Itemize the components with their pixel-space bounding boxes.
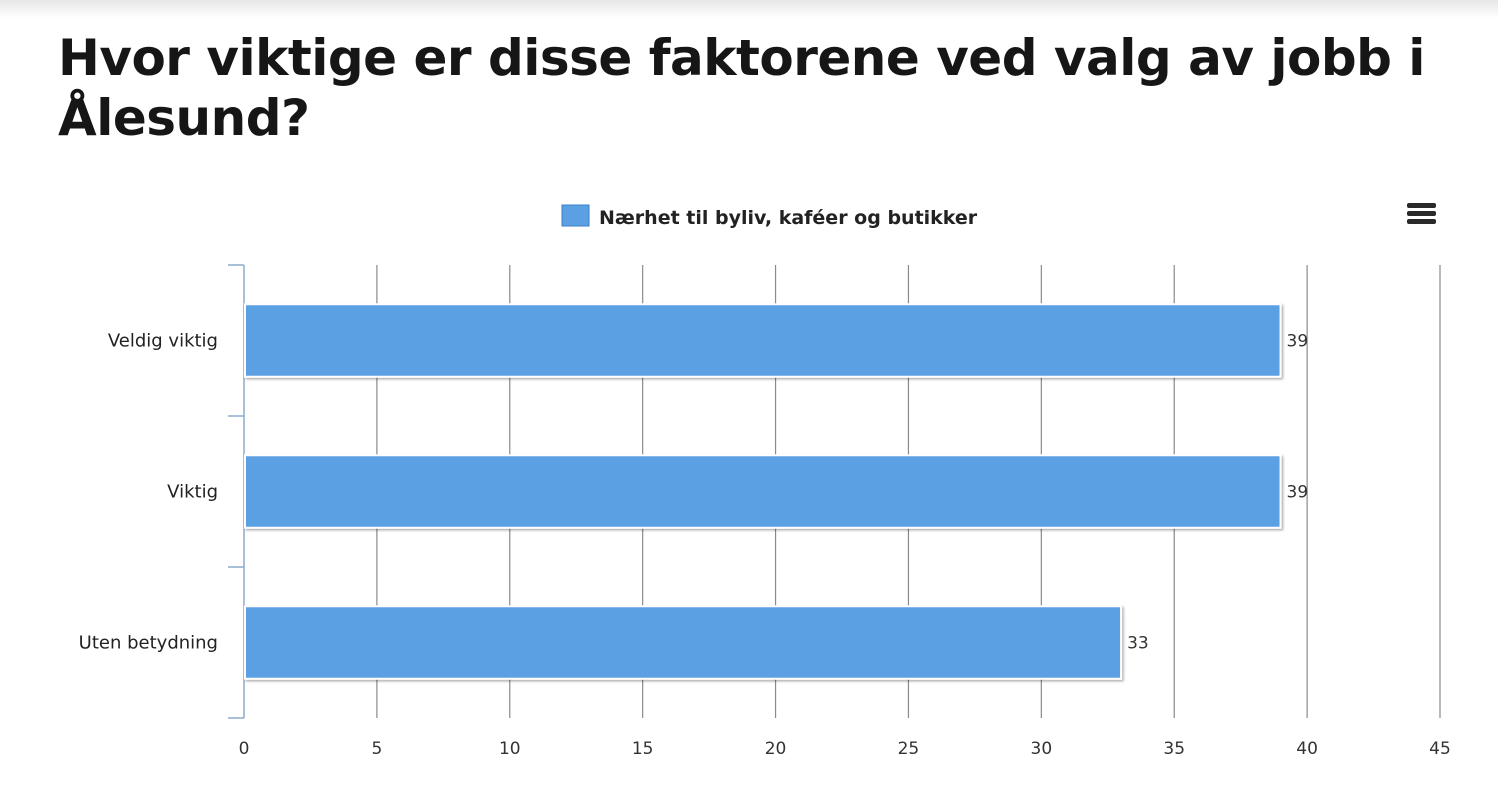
x-tick-label: 20 <box>765 739 787 759</box>
bar[interactable] <box>244 303 1282 378</box>
bar-series <box>244 303 1282 680</box>
data-label: 39 <box>1287 483 1309 503</box>
x-tick-label: 0 <box>239 739 250 759</box>
x-tick-label: 25 <box>898 739 920 759</box>
x-tick-label: 40 <box>1296 739 1318 759</box>
x-tick-label: 5 <box>371 739 382 759</box>
category-label: Uten betydning <box>79 633 218 654</box>
top-shade <box>0 0 1498 18</box>
category-axis <box>228 264 245 719</box>
legend-label[interactable]: Nærhet til byliv, kaféer og butikker <box>599 207 978 229</box>
category-label: Viktig <box>167 482 218 503</box>
x-tick-label: 30 <box>1031 739 1053 759</box>
category-label: Veldig viktig <box>108 331 218 352</box>
menu-bar <box>1407 203 1436 208</box>
bar[interactable] <box>244 605 1123 680</box>
x-tick-label: 45 <box>1429 739 1451 759</box>
legend-swatch[interactable] <box>561 204 590 227</box>
data-label: 33 <box>1127 634 1149 654</box>
menu-bar <box>1407 219 1436 224</box>
x-tick-label: 10 <box>499 739 521 759</box>
data-label: 39 <box>1287 332 1309 352</box>
hamburger-menu-icon[interactable] <box>1402 198 1440 230</box>
labels: 0 5 10 15 20 25 30 35 40 45 Veldig viktig 39 Viktig 3… <box>79 331 1451 760</box>
x-tick-label: 15 <box>632 739 654 759</box>
page-title: Hvor viktige er disse faktorene ved valg… <box>58 29 1425 147</box>
legend[interactable]: Nærhet til byliv, kaféer og butikker <box>561 204 978 229</box>
x-tick-label: 35 <box>1163 739 1185 759</box>
menu-bar <box>1407 211 1436 216</box>
bar[interactable] <box>244 454 1282 529</box>
